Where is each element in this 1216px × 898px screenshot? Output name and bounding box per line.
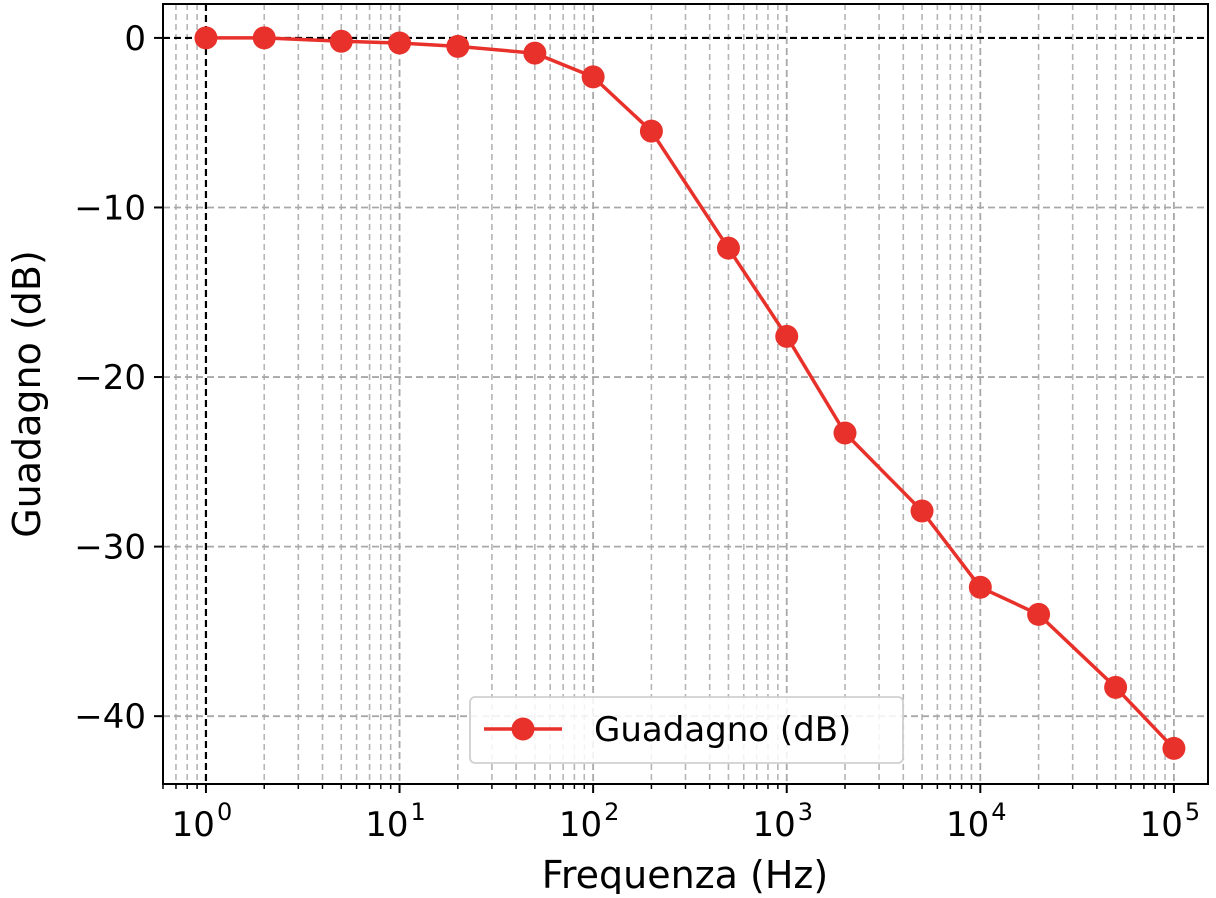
x-tick-label: 100 bbox=[172, 798, 233, 845]
data-point bbox=[1162, 736, 1186, 760]
x-tick-exponent: 1 bbox=[411, 798, 426, 826]
data-point bbox=[523, 41, 547, 65]
y-tick-label: −30 bbox=[74, 528, 146, 568]
y-tick-label: −20 bbox=[74, 358, 146, 398]
x-tick-exponent: 4 bbox=[991, 798, 1006, 826]
x-tick-exponent: 3 bbox=[798, 798, 813, 826]
data-point bbox=[388, 31, 412, 55]
legend-box bbox=[469, 696, 904, 764]
y-tick-label: −40 bbox=[74, 697, 146, 737]
data-point bbox=[194, 26, 218, 50]
legend-marker bbox=[511, 717, 535, 741]
data-point bbox=[968, 575, 992, 599]
minor-grid bbox=[162, 4, 1166, 784]
data-point bbox=[581, 65, 605, 89]
plot-frame bbox=[162, 3, 1209, 785]
data-point bbox=[716, 236, 740, 260]
x-tick-label: 105 bbox=[1140, 798, 1201, 845]
x-tick-label: 102 bbox=[559, 798, 620, 845]
y-tick-label: −10 bbox=[74, 188, 146, 228]
data-point bbox=[910, 499, 934, 523]
data-point bbox=[1104, 675, 1128, 699]
x-axis-label: Frequenza (Hz) bbox=[542, 853, 828, 894]
data-point bbox=[775, 324, 799, 348]
series-line bbox=[205, 36, 1176, 750]
data-point bbox=[329, 29, 353, 53]
data-point bbox=[1027, 602, 1051, 626]
legend: Guadagno (dB) bbox=[469, 696, 904, 764]
x-tick-label: 103 bbox=[752, 798, 813, 845]
x-tick-exponent: 2 bbox=[604, 798, 619, 826]
series-layer bbox=[194, 26, 1186, 760]
data-point bbox=[252, 26, 276, 50]
data-point bbox=[833, 421, 857, 445]
reference-lines bbox=[163, 4, 1208, 784]
x-tick-exponent: 0 bbox=[217, 798, 232, 826]
data-point bbox=[639, 119, 663, 143]
data-point bbox=[446, 34, 470, 58]
y-axis-label: Guadagno (dB) bbox=[5, 250, 49, 538]
x-tick-label: 104 bbox=[946, 798, 1007, 845]
x-tick-exponent: 5 bbox=[1185, 798, 1200, 826]
x-tick-label: 101 bbox=[365, 798, 426, 845]
legend-label: Guadagno (dB) bbox=[594, 710, 851, 750]
y-tick-label: 0 bbox=[124, 19, 146, 59]
